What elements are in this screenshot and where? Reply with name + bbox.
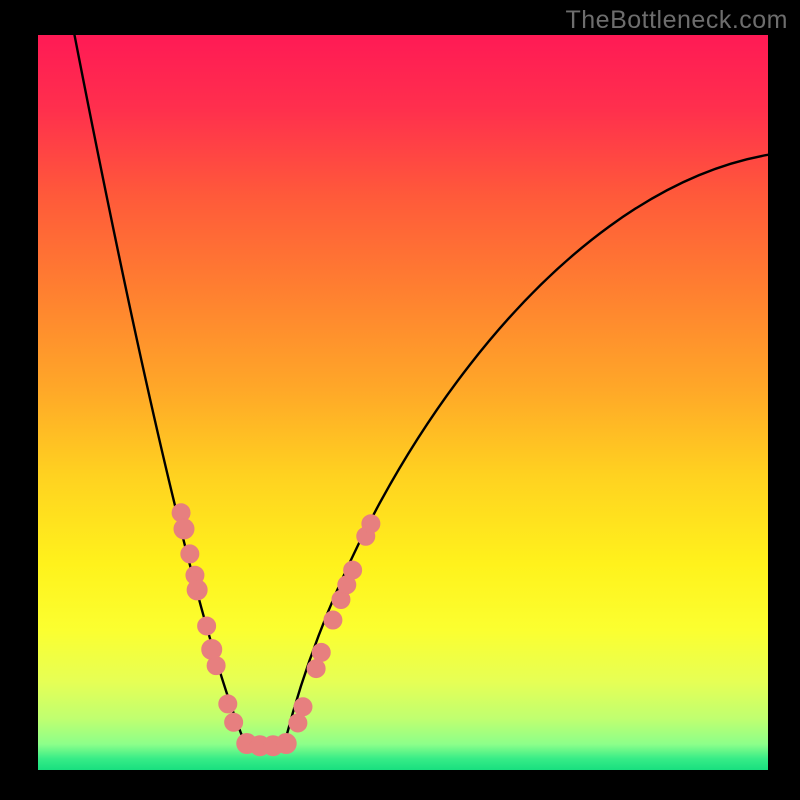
marker-dot [307,660,325,678]
marker-dot [289,714,307,732]
marker-dot [276,734,296,754]
marker-dot [324,611,342,629]
watermark-text: TheBottleneck.com [566,6,789,35]
marker-dot [207,657,225,675]
marker-dot [174,519,194,539]
marker-dot [181,545,199,563]
marker-dot [187,580,207,600]
marker-dot [362,515,380,533]
chart-frame: TheBottleneck.com [0,0,800,800]
marker-dot [202,639,222,659]
marker-dot [312,643,330,661]
plot-area [38,35,768,770]
marker-dot [344,561,362,579]
marker-dot [219,695,237,713]
gradient-background [38,35,768,770]
marker-dot [225,713,243,731]
marker-dot [294,698,312,716]
plot-svg [38,35,768,770]
marker-dot [198,617,216,635]
